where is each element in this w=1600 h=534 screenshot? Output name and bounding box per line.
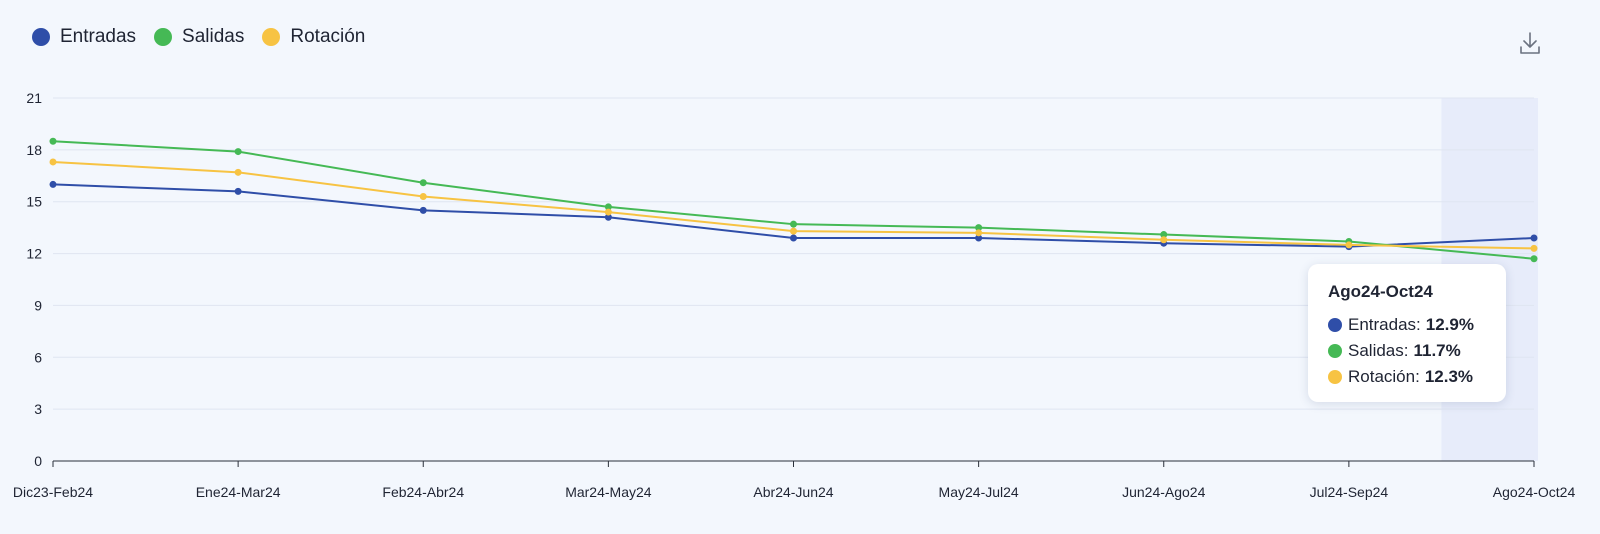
point-rotacion[interactable] [234,168,242,176]
x-tick-label: May24-Jul24 [939,484,1019,500]
download-button[interactable] [1518,30,1542,56]
series-lines [49,137,1538,263]
point-salidas[interactable] [604,203,612,211]
point-salidas[interactable] [1160,231,1168,239]
download-icon [1520,32,1540,54]
legend-item-rotacion[interactable]: Rotación [262,26,365,48]
legend-dot-entradas [32,28,50,46]
point-salidas[interactable] [234,148,242,156]
point-rotacion[interactable] [790,227,797,235]
y-tick-label: 21 [26,90,42,106]
point-salidas[interactable] [419,179,427,187]
point-rotacion[interactable] [419,193,427,201]
point-rotacion[interactable] [604,208,612,216]
legend-label-salidas: Salidas [182,26,245,47]
y-tick-label: 15 [26,194,42,210]
legend-label-rotacion: Rotación [290,26,366,47]
y-tick-label: 18 [26,142,42,158]
x-tick-label: Mar24-May24 [565,484,652,500]
tooltip-row-salidas: Salidas: 11.7% [1328,338,1486,364]
y-tick-label: 3 [34,401,42,417]
y-tick-label: 0 [34,453,42,469]
point-rotacion[interactable] [49,158,57,166]
tooltip-row-rotacion: Rotación: 12.3% [1328,364,1486,390]
y-tick-label: 9 [34,297,42,313]
point-entradas[interactable] [234,187,242,195]
point-salidas[interactable] [790,220,797,228]
point-entradas[interactable] [49,180,57,188]
tooltip-label-salidas: Salidas: [1348,341,1409,360]
legend-label-entradas: Entradas [60,26,137,47]
x-tick-label: Ago24-Oct24 [1493,484,1576,500]
x-axis-ticks: Dic23-Feb24 Ene24-Mar24 Feb24-Abr24 Mar24-M… [13,461,1576,500]
tooltip-label-entradas: Entradas: [1348,315,1421,334]
point-entradas[interactable] [1530,234,1538,242]
y-tick-label: 6 [34,349,42,365]
point-rotacion[interactable] [1160,236,1168,244]
chart-legend: Entradas Salidas Rotación [32,26,383,48]
legend-dot-rotacion [262,28,281,46]
point-rotacion[interactable] [1345,241,1353,249]
y-axis-ticks: 0 3 6 9 12 15 18 21 [26,90,42,469]
x-tick-label: Dic23-Feb24 [13,484,93,500]
tooltip-title: Ago24-Oct24 [1328,282,1433,301]
x-tick-label: Abr24-Jun24 [753,484,833,500]
tooltip-row-entradas: Entradas: 12.9% [1328,312,1486,338]
tooltip-dot-entradas [1328,318,1342,332]
point-entradas[interactable] [604,213,612,221]
x-tick-label: Feb24-Abr24 [382,484,464,500]
point-salidas[interactable] [1530,255,1538,263]
grid-lines [53,97,1534,410]
tooltip-dot-salidas [1328,344,1342,358]
x-tick-label: Ene24-Mar24 [196,484,281,500]
point-salidas[interactable] [49,137,57,145]
legend-item-salidas[interactable]: Salidas [154,26,244,48]
tooltip-dot-rotacion [1328,370,1342,384]
point-rotacion[interactable] [1530,244,1538,252]
point-rotacion[interactable] [975,229,983,237]
tooltip-value-entradas: 12.9% [1425,315,1474,334]
point-salidas[interactable] [975,224,983,232]
tooltip-label-rotacion: Rotación: [1348,367,1420,386]
tooltip-value-salidas: 11.7% [1413,341,1461,360]
tooltip-value-rotacion: 12.3% [1424,367,1474,386]
point-entradas[interactable] [975,234,983,242]
point-entradas[interactable] [419,206,427,214]
legend-dot-salidas [154,28,173,46]
y-tick-label: 12 [26,246,42,262]
point-entradas[interactable] [790,234,797,242]
chart-tooltip: Ago24-Oct24 Entradas: 12.9% Salidas: 11.… [1308,264,1506,402]
x-tick-label: Jul24-Sep24 [1310,484,1389,500]
legend-item-entradas[interactable]: Entradas [32,26,136,48]
x-tick-label: Jun24-Ago24 [1122,484,1206,500]
